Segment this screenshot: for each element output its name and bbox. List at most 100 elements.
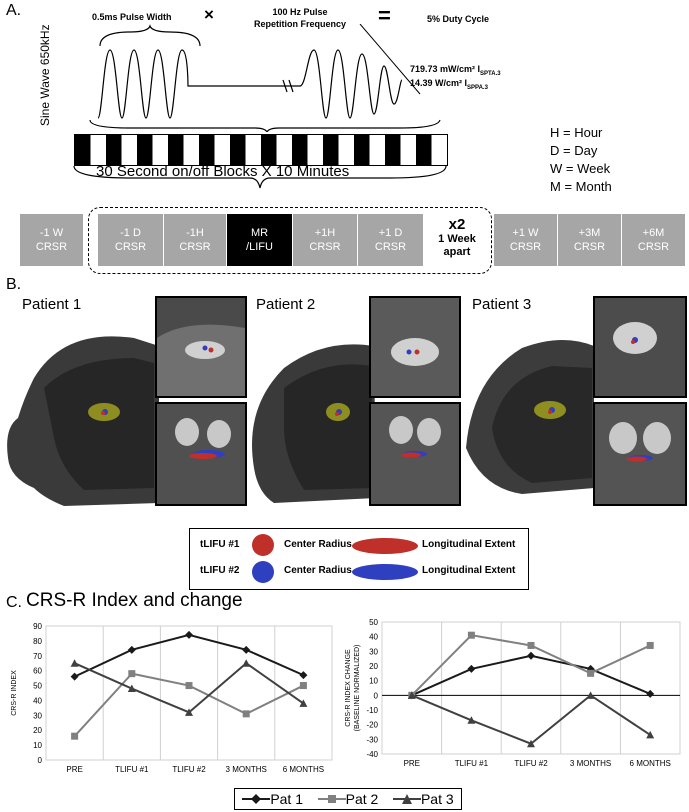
x-tick-label: 6 MONTHS bbox=[283, 765, 324, 774]
panel-c-label: C. bbox=[6, 594, 22, 611]
duty-cycle-label: 5% Duty Cycle bbox=[427, 14, 490, 24]
blocks-label: 30 Second on/off Blocks X 10 Minutes bbox=[96, 163, 350, 180]
abbreviation-list: H = Hour D = Day W = Week M = Month bbox=[550, 124, 612, 196]
legend-pat-3: Pat 3 bbox=[392, 791, 454, 807]
patient-3-sagittal-slice bbox=[593, 296, 687, 398]
legend-pat-1: Pat 1 bbox=[242, 791, 303, 807]
series-line-pat-1 bbox=[74, 633, 304, 678]
tlifu-1-extent-label: Longitudinal Extent bbox=[422, 539, 516, 550]
data-point-pat-1 bbox=[299, 671, 308, 680]
y-tick-label: 60 bbox=[33, 667, 42, 676]
tlifu-2-extent-ellipse bbox=[352, 564, 418, 580]
plot-frame bbox=[381, 621, 681, 755]
patient-2-head-render bbox=[252, 344, 376, 503]
data-point-pat-2 bbox=[128, 670, 136, 678]
patient-2-label: Patient 2 bbox=[256, 296, 316, 313]
data-point-pat-2 bbox=[527, 641, 535, 649]
series-legend: Pat 1 Pat 2 Pat 3 bbox=[234, 788, 462, 810]
legend-pat-1-marker bbox=[242, 794, 271, 804]
tlifu-2-center-dot bbox=[252, 561, 274, 583]
data-point-pat-2 bbox=[71, 732, 79, 740]
data-point-pat-3 bbox=[127, 684, 136, 693]
crsr-change-chart: -40 -30 -20 -10 0 10 20 30 40 50 PRE TLIFU #1 TLIFU … bbox=[345, 618, 681, 768]
y-tick-label: 90 bbox=[33, 622, 42, 631]
data-point-pat-3 bbox=[586, 691, 595, 699]
tlifu-2-center-label: Center Radius bbox=[284, 565, 352, 576]
data-point-pat-2 bbox=[467, 631, 475, 639]
y-tick-label: 20 bbox=[33, 726, 42, 735]
tlifu-2-extent-label: Longitudinal Extent bbox=[422, 565, 516, 576]
patient-2-sagittal-slice bbox=[369, 296, 461, 398]
x-tick-label: TLIFU #1 bbox=[455, 759, 489, 768]
legend-pat-1-label: Pat 1 bbox=[270, 791, 304, 807]
y-tick-label: 40 bbox=[369, 633, 378, 642]
y-axis-label: CRS-R INDEX CHANGE (BASELINE NORMALIZED) bbox=[345, 645, 361, 732]
abbr-week: W = Week bbox=[550, 161, 611, 176]
data-point-pat-2 bbox=[587, 669, 595, 677]
data-point-pat-1 bbox=[467, 664, 476, 673]
patient-2-axial-slice bbox=[369, 402, 461, 506]
tlifu-1-center-label: Center Radius bbox=[284, 539, 352, 550]
y-tick-label: -20 bbox=[366, 721, 378, 730]
patient-3-head-render bbox=[466, 339, 594, 494]
x-tick-label: TLIFU #2 bbox=[172, 765, 206, 774]
abbr-day: D = Day bbox=[550, 143, 598, 158]
y-tick-label: 20 bbox=[369, 662, 378, 671]
legend-pat-3-marker bbox=[392, 794, 421, 804]
data-point-pat-3 bbox=[70, 659, 79, 667]
crsr-index-chart: 0 10 20 30 40 50 60 70 80 90 PRE TLIFU #1 TLIFU #2 3 … bbox=[11, 622, 333, 774]
repeat-interval: 1 Week apart bbox=[438, 233, 476, 258]
plot-frame bbox=[45, 625, 333, 761]
data-point-pat-3 bbox=[407, 691, 416, 699]
legend-pat-2: Pat 2 bbox=[317, 791, 378, 807]
panel-c-title: CRS-R Index and change bbox=[26, 590, 243, 611]
timeline-box-minus-1h: -1H CRSR bbox=[164, 214, 227, 266]
timeline-box-plus-1w: +1 W CRSR bbox=[494, 214, 558, 266]
y-tick-label: 50 bbox=[33, 682, 42, 691]
data-point-pat-1 bbox=[646, 689, 655, 698]
x-tick-label: 3 MONTHS bbox=[570, 759, 611, 768]
panel-a-label: A. bbox=[6, 2, 22, 19]
x-tick-label: TLIFU #2 bbox=[514, 759, 548, 768]
legend-pat-3-label: Pat 3 bbox=[420, 791, 454, 807]
series-line-pat-3 bbox=[411, 694, 651, 745]
data-point-pat-3 bbox=[646, 730, 655, 739]
panel-b-label: B. bbox=[6, 276, 22, 293]
x-tick-label: PRE bbox=[66, 765, 82, 774]
tlifu-1-extent-ellipse bbox=[352, 538, 418, 554]
data-point-pat-1 bbox=[185, 630, 193, 639]
blocks-brace bbox=[73, 165, 447, 189]
timeline-box-minus-1w: -1 W CRSR bbox=[20, 214, 84, 266]
prf-label: 100 Hz Pulse Repetition Frequency bbox=[253, 7, 346, 29]
equals-symbol: = bbox=[378, 3, 391, 28]
y-tick-label: 0 bbox=[38, 756, 43, 765]
abbr-hour: H = Hour bbox=[550, 125, 603, 140]
y-tick-label: 10 bbox=[33, 741, 42, 750]
x-tick-label: TLIFU #1 bbox=[115, 765, 149, 774]
data-point-pat-1 bbox=[242, 645, 251, 654]
data-point-pat-3 bbox=[185, 708, 193, 716]
y-tick-label: 30 bbox=[33, 711, 42, 720]
target-legend: tLIFU #1 Center Radius Longitudinal Exte… bbox=[189, 528, 529, 590]
data-point-pat-1 bbox=[127, 645, 136, 654]
times-symbol: × bbox=[204, 5, 214, 24]
y-tick-label: 0 bbox=[374, 691, 379, 700]
repeat-count: x2 bbox=[448, 216, 466, 233]
tlifu-1-label: tLIFU #1 bbox=[200, 539, 240, 550]
timeline-box-plus-6m: +6M CRSR bbox=[622, 214, 686, 266]
patient-1-head-render bbox=[7, 336, 159, 506]
x-tick-label: 3 MONTHS bbox=[226, 765, 267, 774]
y-tick-label: 40 bbox=[33, 696, 42, 705]
timeline-box-mr-lifu: MR/LIFU bbox=[227, 214, 293, 266]
isppa-value: 14.39 W/cm² ISPPA.3 bbox=[410, 78, 488, 91]
repeat-note: x2 1 Week apart bbox=[426, 216, 488, 259]
y-tick-label: -10 bbox=[366, 706, 378, 715]
on-off-blocks bbox=[74, 134, 448, 166]
abbr-month: M = Month bbox=[550, 179, 612, 194]
legend-pat-2-marker bbox=[317, 795, 346, 803]
pulse-width-label: 0.5ms Pulse Width bbox=[92, 12, 172, 22]
data-point-pat-3 bbox=[299, 699, 308, 707]
pulse-waveform bbox=[89, 24, 441, 132]
y-tick-label: 10 bbox=[369, 677, 378, 686]
timeline-box-plus-1d: +1 D CRSR bbox=[358, 214, 424, 266]
